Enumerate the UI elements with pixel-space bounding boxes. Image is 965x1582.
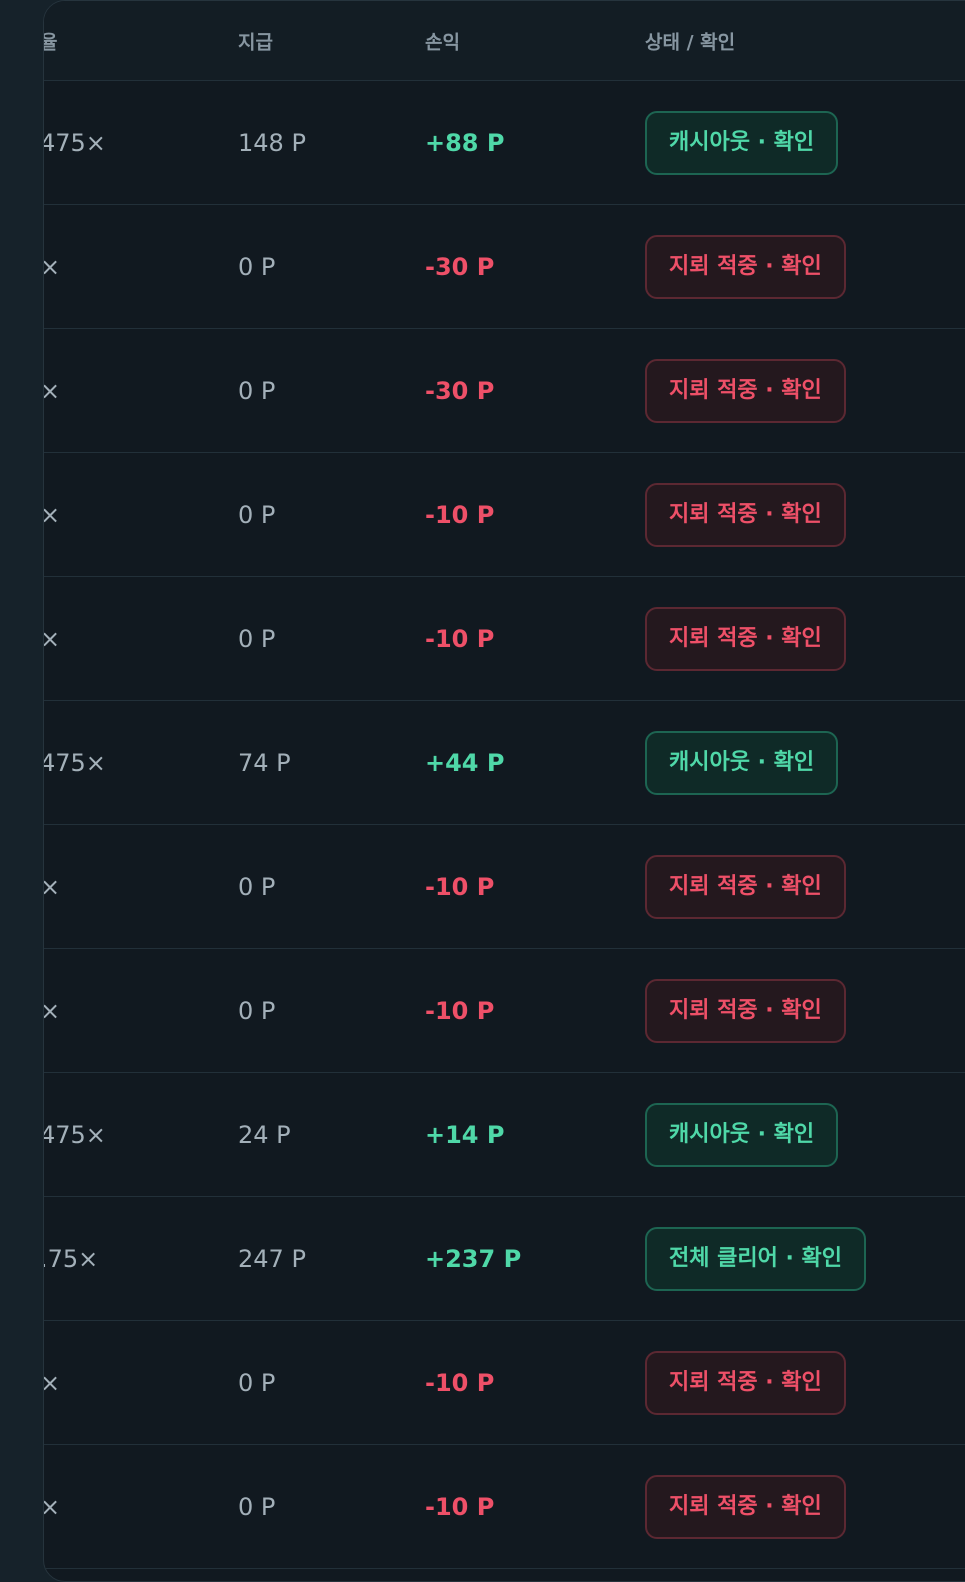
status-badge: 지뢰 적중 · 확인	[645, 606, 846, 671]
payout: 247 P	[238, 1244, 306, 1273]
profit-loss: +237 P	[425, 1244, 522, 1273]
status-badge: 캐시아웃 · 확인	[645, 730, 839, 795]
table-row: × 0 P -10 P 지뢰 적중 · 확인	[44, 577, 965, 701]
profit-loss: -30 P	[425, 252, 495, 281]
payout: 0 P	[238, 1368, 276, 1397]
payout: 24 P	[238, 1120, 291, 1149]
table-row: × 0 P -10 P 지뢰 적중 · 확인	[44, 1445, 965, 1569]
column-header: 지급	[238, 31, 273, 53]
payout: 0 P	[238, 996, 276, 1025]
profit-loss: +14 P	[425, 1120, 505, 1149]
rate: ×	[44, 1493, 60, 1521]
payout: 148 P	[238, 128, 306, 157]
status-badge: 지뢰 적중 · 확인	[645, 854, 846, 919]
history-table: 율 지급 손익 상태 / 확인 475× 148 P +88 P 캐시아웃 · 확인 × 0 P -…	[43, 0, 965, 1582]
column-header: 손익	[425, 31, 460, 53]
rate: ×	[44, 873, 60, 901]
profit-loss: -10 P	[425, 1492, 495, 1521]
table-row: × 0 P -10 P 지뢰 적중 · 확인	[44, 949, 965, 1073]
table-row: .75× 247 P +237 P 전체 클리어 · 확인	[44, 1197, 965, 1321]
payout: 0 P	[238, 252, 276, 281]
column-header: 상태 / 확인	[645, 31, 736, 53]
status-badge: 지뢰 적중 · 확인	[645, 234, 846, 299]
status-badge: 캐시아웃 · 확인	[645, 1102, 839, 1167]
profit-loss: -10 P	[425, 1368, 495, 1397]
rate: ×	[44, 253, 60, 281]
profit-loss: -30 P	[425, 376, 495, 405]
table-row: × 0 P -10 P 지뢰 적중 · 확인	[44, 825, 965, 949]
profit-loss: -10 P	[425, 872, 495, 901]
profit-loss: -10 P	[425, 500, 495, 529]
rate: ×	[44, 625, 60, 653]
status-badge: 지뢰 적중 · 확인	[645, 1350, 846, 1415]
payout: 0 P	[238, 1492, 276, 1521]
rate: 475×	[43, 748, 106, 777]
payout: 0 P	[238, 872, 276, 901]
payout: 74 P	[238, 748, 291, 777]
header-row: 율 지급 손익 상태 / 확인	[44, 1, 965, 81]
profit-loss: +88 P	[425, 128, 505, 157]
rate: ×	[44, 501, 60, 529]
profit-loss: -10 P	[425, 996, 495, 1025]
payout: 0 P	[238, 624, 276, 653]
status-badge: 지뢰 적중 · 확인	[645, 1474, 846, 1539]
payout: 0 P	[238, 500, 276, 529]
rate: ×	[44, 1369, 60, 1397]
status-badge: 지뢰 적중 · 확인	[645, 482, 846, 547]
profit-loss: -10 P	[425, 624, 495, 653]
rate: 475×	[43, 128, 106, 157]
rate: ×	[44, 997, 60, 1025]
table-row: 475× 148 P +88 P 캐시아웃 · 확인	[44, 81, 965, 205]
payout: 0 P	[238, 376, 276, 405]
table-row: 475× 74 P +44 P 캐시아웃 · 확인	[44, 701, 965, 825]
profit-loss: +44 P	[425, 748, 505, 777]
status-badge: 캐시아웃 · 확인	[645, 110, 839, 175]
status-badge: 전체 클리어 · 확인	[645, 1226, 867, 1291]
table-row: 475× 24 P +14 P 캐시아웃 · 확인	[44, 1073, 965, 1197]
status-badge: 지뢰 적중 · 확인	[645, 978, 846, 1043]
table-row: × 0 P -30 P 지뢰 적중 · 확인	[44, 329, 965, 453]
rate: .75×	[43, 1244, 99, 1273]
rate: 475×	[43, 1120, 106, 1149]
table-row: × 0 P -30 P 지뢰 적중 · 확인	[44, 205, 965, 329]
column-header: 율	[44, 27, 57, 54]
status-badge: 지뢰 적중 · 확인	[645, 358, 846, 423]
table-row: × 0 P -10 P 지뢰 적중 · 확인	[44, 453, 965, 577]
rate: ×	[44, 377, 60, 405]
table-row: × 0 P -10 P 지뢰 적중 · 확인	[44, 1321, 965, 1445]
